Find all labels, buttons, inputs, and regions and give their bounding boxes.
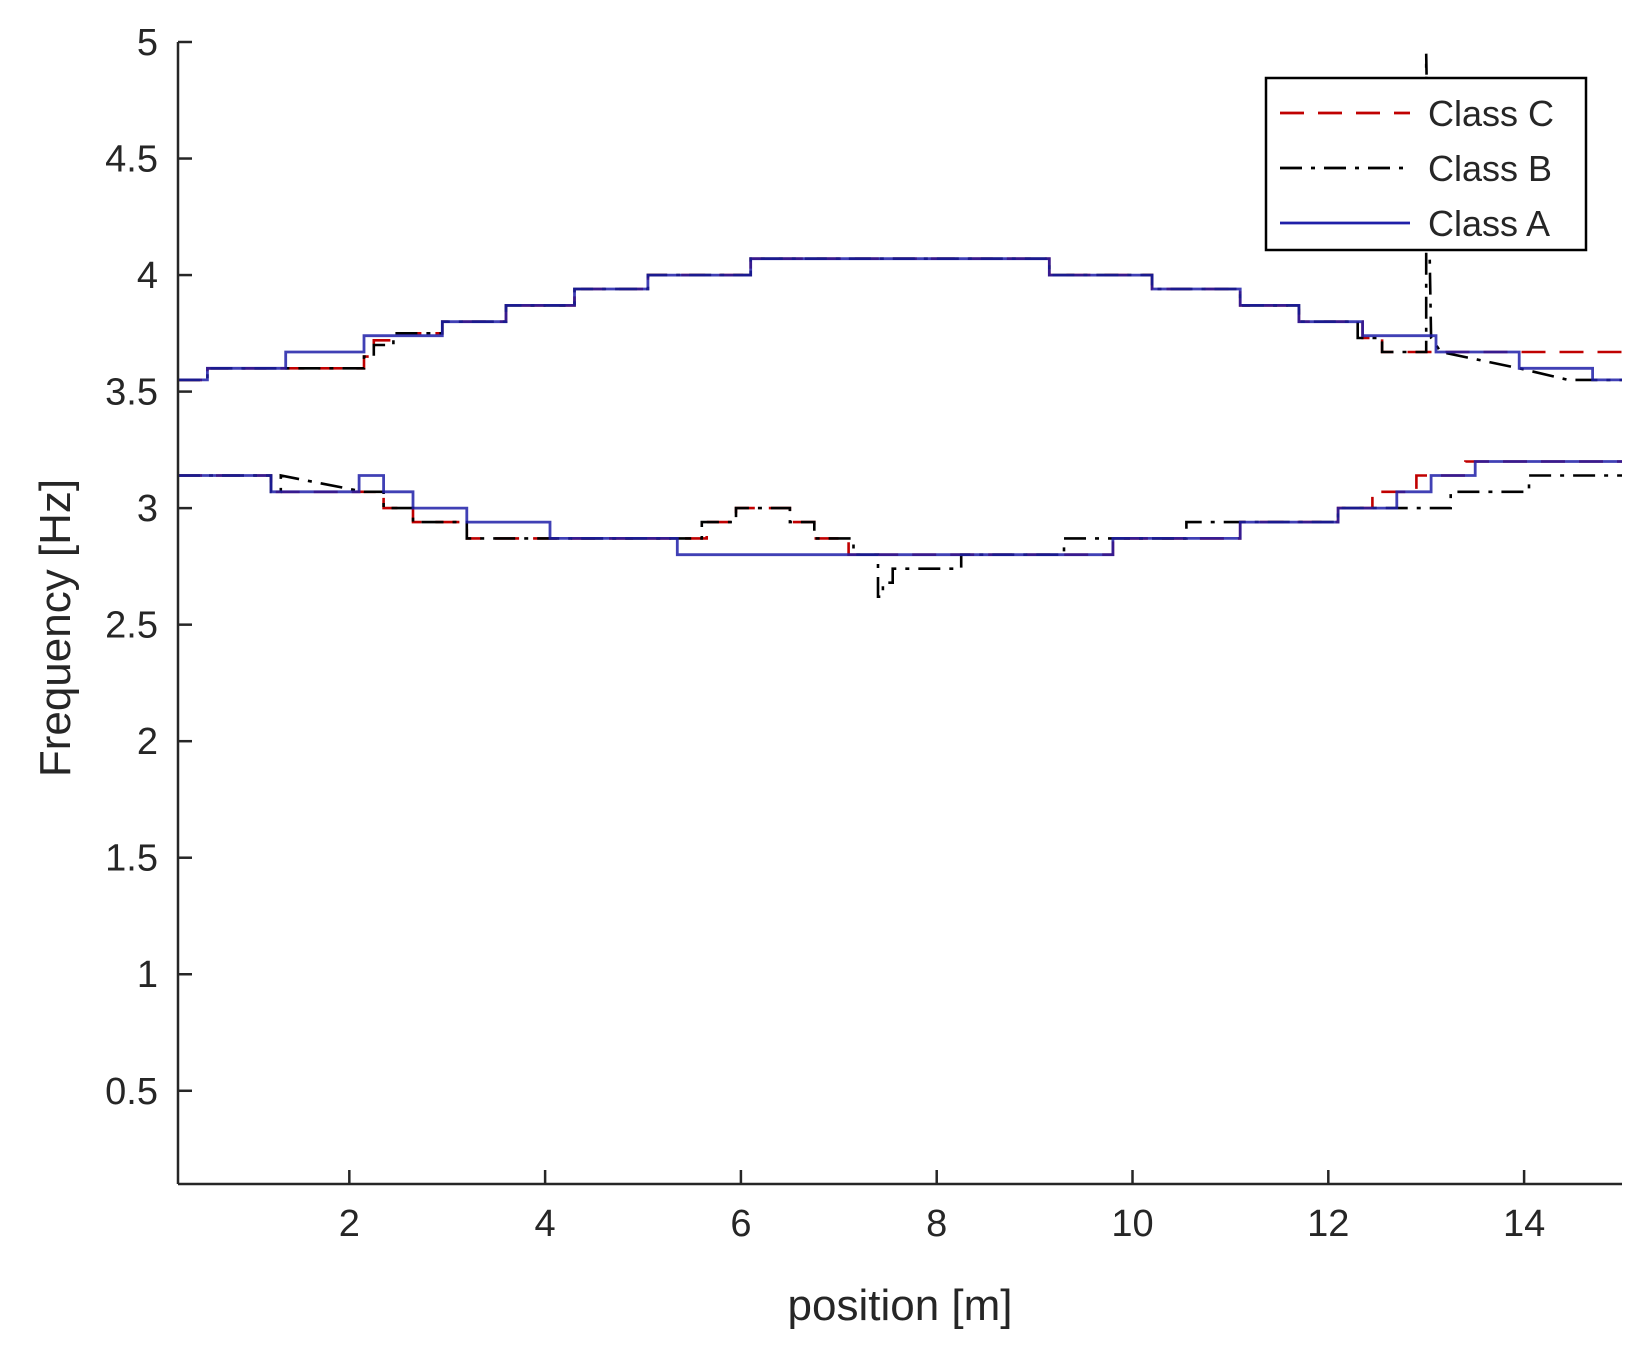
x-tick-label: 2 bbox=[339, 1203, 360, 1245]
x-tick-label: 14 bbox=[1503, 1203, 1545, 1245]
legend-box bbox=[1264, 76, 1588, 252]
axes: 2 4 6 8 10 12 14 0.5 1 1.5 2 2.5 3 3.5 4 4.5 5 position [… bbox=[31, 22, 1622, 1330]
y-tick-label: 4 bbox=[137, 255, 158, 297]
series-class-a bbox=[178, 257, 1622, 557]
y-tick-label: 1.5 bbox=[105, 838, 158, 880]
legend-label: Class C bbox=[1428, 93, 1554, 134]
x-tick-label: 8 bbox=[926, 1203, 947, 1245]
series-line-upper bbox=[178, 257, 1622, 382]
legend: Class C Class B Class A bbox=[1264, 76, 1588, 252]
y-tick-label: 2.5 bbox=[105, 605, 158, 647]
plot-area bbox=[178, 53, 1622, 599]
y-tick-label: 0.5 bbox=[105, 1071, 158, 1113]
series-line-lower bbox=[178, 473, 1622, 599]
x-tick-label: 10 bbox=[1111, 1203, 1153, 1245]
x-tick-label: 6 bbox=[730, 1203, 751, 1245]
y-axis-label: Frequency [Hz] bbox=[31, 479, 80, 777]
series-line-upper bbox=[178, 257, 1622, 382]
legend-label: Class A bbox=[1428, 203, 1550, 244]
y-tick-label: 3 bbox=[137, 488, 158, 530]
y-tick-label: 5 bbox=[137, 22, 158, 64]
legend-label: Class B bbox=[1428, 148, 1552, 189]
y-tick-label: 2 bbox=[137, 721, 158, 763]
y-tick-label: 1 bbox=[137, 954, 158, 996]
series-class-c bbox=[178, 257, 1622, 557]
x-axis-label: position [m] bbox=[788, 1281, 1013, 1330]
x-tick-label: 12 bbox=[1307, 1203, 1349, 1245]
x-tick-label: 4 bbox=[535, 1203, 556, 1245]
series-line-lower bbox=[178, 460, 1622, 557]
y-tick-label: 3.5 bbox=[105, 372, 158, 414]
y-tick-label: 4.5 bbox=[105, 139, 158, 181]
